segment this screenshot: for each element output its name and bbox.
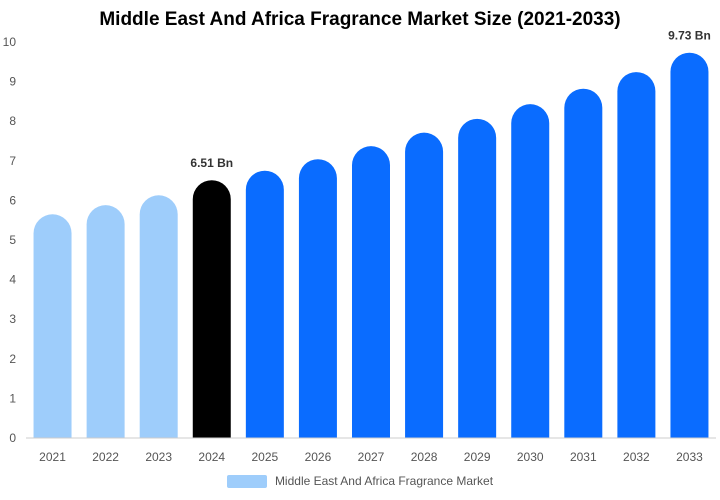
bar-2024 bbox=[192, 180, 231, 439]
data-label: 9.73 Bn bbox=[668, 29, 711, 43]
bar-2033 bbox=[670, 52, 709, 438]
x-tick-label: 2031 bbox=[570, 450, 597, 464]
bar-2027 bbox=[352, 146, 390, 438]
x-axis-ticks: 2021 2022 2023 2024 2025 2026 2027 2028 2029 2030… bbox=[39, 450, 703, 464]
chart-title: Middle East And Africa Fragrance Market … bbox=[99, 9, 621, 30]
bar-2032 bbox=[617, 72, 656, 438]
bar-2029 bbox=[458, 118, 497, 439]
x-tick-label: 2030 bbox=[517, 450, 544, 464]
x-tick-label: 2022 bbox=[92, 450, 119, 464]
bar-2022 bbox=[86, 205, 125, 438]
data-labels: 6.51 Bn 9.73 Bn bbox=[190, 29, 710, 171]
legend-swatch bbox=[226, 474, 267, 488]
bar-2026 bbox=[298, 159, 337, 438]
bar-2021 bbox=[33, 214, 72, 438]
y-tick-label: 0 bbox=[9, 431, 16, 445]
x-tick-label: 2028 bbox=[411, 450, 438, 464]
data-label: 6.51 Bn bbox=[190, 156, 233, 170]
x-tick-label: 2027 bbox=[358, 450, 385, 464]
y-tick-label: 1 bbox=[9, 391, 16, 405]
x-tick-label: 2025 bbox=[251, 450, 278, 464]
x-tick-label: 2024 bbox=[198, 450, 225, 464]
bar-2025 bbox=[245, 170, 284, 438]
y-tick-label: 10 bbox=[3, 35, 17, 49]
y-tick-label: 4 bbox=[9, 273, 16, 287]
y-tick-label: 7 bbox=[9, 154, 16, 168]
y-tick-label: 6 bbox=[9, 193, 16, 207]
y-axis-ticks: 0 1 2 3 4 5 6 7 8 9 10 bbox=[3, 35, 17, 445]
bar-2031 bbox=[564, 88, 603, 438]
legend-label: Middle East And Africa Fragrance Market bbox=[274, 474, 494, 488]
y-tick-label: 9 bbox=[9, 75, 16, 89]
x-tick-label: 2023 bbox=[145, 450, 172, 464]
y-tick-label: 3 bbox=[9, 312, 16, 326]
bar-2028 bbox=[405, 132, 444, 438]
bar-2030 bbox=[511, 104, 550, 438]
x-tick-label: 2032 bbox=[623, 450, 650, 464]
x-tick-label: 2026 bbox=[305, 450, 332, 464]
legend: Middle East And Africa Fragrance Market bbox=[0, 474, 720, 488]
x-tick-label: 2029 bbox=[464, 450, 491, 464]
y-tick-label: 5 bbox=[9, 233, 16, 247]
x-tick-label: 2033 bbox=[676, 450, 703, 464]
y-tick-label: 8 bbox=[9, 114, 16, 128]
y-tick-label: 2 bbox=[9, 352, 16, 366]
x-tick-label: 2021 bbox=[39, 450, 66, 464]
bars bbox=[33, 52, 709, 439]
bar-2023 bbox=[139, 195, 178, 438]
